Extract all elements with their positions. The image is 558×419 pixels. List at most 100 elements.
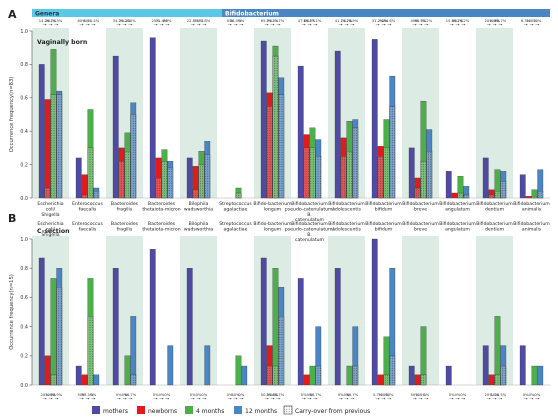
transmission-arrowhead <box>458 23 460 26</box>
bar-4-months <box>309 365 316 386</box>
category-label-line: Bifidobacterium <box>291 201 328 207</box>
carry-over-segment <box>87 316 94 386</box>
category-label-line: B. <box>307 212 312 218</box>
transmission-label: 60% <box>78 19 87 23</box>
transmission-label: 57.1% <box>309 19 321 23</box>
transmission-label: 74.2% <box>341 19 353 23</box>
bar-newborns <box>525 196 532 199</box>
transmission-arrowhead <box>119 23 121 26</box>
transmission-arrowhead <box>199 397 201 400</box>
transmission-label: 6.5% <box>521 19 531 23</box>
transmission-label: 100% <box>45 393 56 397</box>
transmission-arrowhead <box>489 23 491 26</box>
category-label-line: coli/ <box>46 206 56 212</box>
transmission-label: 66.7% <box>304 19 316 23</box>
transmission-arrowhead <box>199 23 201 26</box>
category-label-line: bifidum <box>375 206 393 212</box>
transmission-label: 78.9% <box>346 19 358 23</box>
carry-over-segment <box>426 151 433 199</box>
transmission-arrowhead <box>463 23 466 26</box>
transmission-label: 0% <box>423 393 429 397</box>
transmission-arrowhead <box>241 397 244 400</box>
category-label-line: Bifidobacterium <box>402 201 439 207</box>
y-tick-label: 0.4 <box>20 129 28 135</box>
transmission-arrowhead <box>500 397 503 400</box>
transmission-label: 20% <box>485 393 494 397</box>
carry-over-segment <box>309 147 316 199</box>
category-label-line: Bacteroides <box>111 221 139 227</box>
transmission-arrowhead <box>389 397 392 400</box>
group-shade <box>106 28 143 198</box>
legend-swatch-carry-over-pattern <box>284 406 292 414</box>
bar-mothers <box>149 249 156 386</box>
transmission-arrowhead <box>315 397 318 400</box>
carry-over-segment <box>494 374 501 386</box>
carry-over-segment <box>352 127 359 199</box>
carry-over-segment <box>377 156 384 199</box>
category-label-line: Bifidobacterium <box>291 221 328 227</box>
bar-newborns <box>81 374 88 386</box>
bar-mothers <box>519 174 526 199</box>
transmission-label: 70.3% <box>50 19 62 23</box>
bar-mothers <box>408 365 415 386</box>
transmission-label: 73.8% <box>198 19 210 23</box>
category-label-line: Bifidobacterium <box>476 221 513 227</box>
bifido-band-label: Bifidobacterium <box>225 11 279 18</box>
transmission-label: 60% <box>83 19 92 23</box>
bar-mothers <box>260 40 267 199</box>
transmission-label: 100% <box>526 19 537 23</box>
transmission-label: 0% <box>164 393 170 397</box>
transmission-arrowhead <box>458 397 460 400</box>
category-label-line: agalactiae <box>224 226 248 232</box>
category-label: Bifidobacterium dentium <box>476 201 513 212</box>
category-label-line: adolescentis <box>332 226 361 232</box>
category-label-line: adolescentis <box>332 206 361 212</box>
transmission-label: 60% <box>385 393 394 397</box>
category-label: Bifidobacterium bifidum <box>365 221 402 232</box>
category-label-line: thetaiota-micron <box>142 206 180 212</box>
category-label-line: Bifido-bacterium <box>253 201 292 207</box>
carry-over-segment <box>235 192 242 199</box>
transmission-arrowhead <box>310 397 312 400</box>
transmission-arrowhead <box>273 397 275 400</box>
transmission-arrowhead <box>93 23 96 26</box>
bar-mothers <box>112 268 119 386</box>
bar-mothers <box>445 365 452 386</box>
transmission-label: 40% <box>411 19 420 23</box>
carry-over-segment <box>457 192 464 199</box>
carry-over-segment <box>272 365 279 386</box>
transmission-arrowhead <box>537 397 540 400</box>
transmission-label: 0% <box>227 393 233 397</box>
group-shade <box>180 28 217 198</box>
legend-swatch-mothers <box>92 406 100 414</box>
transmission-label: 0% <box>196 393 202 397</box>
transmission-label: 0% <box>227 19 233 23</box>
transmission-arrowhead <box>526 23 528 26</box>
transmission-arrowhead <box>489 397 491 400</box>
transmission-label: 50% <box>490 393 499 397</box>
bar-12-months <box>204 345 211 386</box>
transmission-label: 15.4% <box>446 19 458 23</box>
transmission-label: 94.3% <box>267 19 279 23</box>
carry-over-segment <box>488 194 495 199</box>
category-label: Bifidobacterium adolescentis <box>328 201 365 212</box>
transmission-label: 71.7% <box>272 19 284 23</box>
group-shade <box>32 28 69 198</box>
category-label: Streptococcus agalactiae <box>219 201 252 212</box>
carry-over-segment <box>389 106 396 199</box>
carry-over-segment <box>420 374 427 386</box>
category-label: Bacteroides thetaiota-micron <box>142 201 180 212</box>
carry-over-segment <box>155 177 162 199</box>
transmission-arrowhead <box>537 23 540 26</box>
transmission-arrowhead <box>378 397 380 400</box>
carry-over-segment <box>118 161 125 199</box>
transmission-label: 0% <box>238 19 244 23</box>
category-label-line: dentium <box>485 226 505 232</box>
transmission-arrowhead <box>273 23 275 26</box>
transmission-label: 0% <box>534 393 540 397</box>
transmission-arrowhead <box>384 23 386 26</box>
category-label: Bacteroides fragilis <box>111 221 139 232</box>
transmission-label: 66.7% <box>124 393 136 397</box>
carry-over-segment <box>420 161 427 199</box>
transmission-label: 20% <box>533 19 542 23</box>
